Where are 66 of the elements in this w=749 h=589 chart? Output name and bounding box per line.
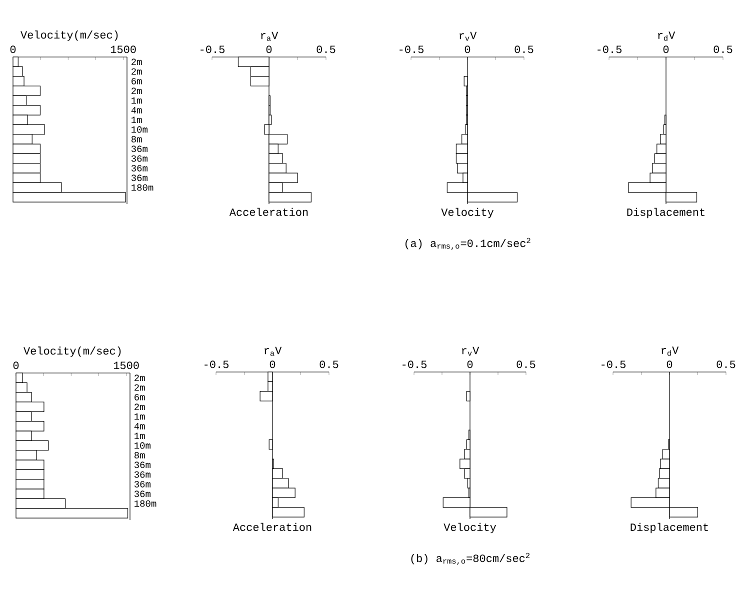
y-tick-label: 1m [132, 116, 142, 123]
x-axis-title: r$_{d}$V [658, 32, 676, 41]
x-tick-label: 0.5 [516, 360, 536, 368]
x-tick-label: 0 [10, 46, 16, 54]
y-tick-label: 2m [132, 68, 142, 75]
x-tick-label: -0.5 [602, 360, 626, 368]
x-axis-title: r$_{v}$V [462, 346, 480, 356]
x-tick-label: 0 [266, 46, 272, 54]
y-tick-label: 180m [134, 500, 156, 507]
y-tick-label: 2m [134, 374, 145, 382]
text: Displacement [630, 522, 708, 534]
y-tick-label: 4m [131, 107, 142, 114]
x-axis-title: Velocity(m/sec) [20, 30, 118, 41]
x-tick-label: 0 [663, 46, 669, 54]
x-tick-label: -0.5 [598, 46, 622, 54]
x-axis-title: r$_{a}$V [264, 346, 282, 356]
x-tick-label: -0.5 [400, 46, 424, 54]
y-tick-label: 8m [134, 452, 145, 458]
y-tick-label: 1m [132, 97, 142, 104]
x-tick-label: 0.5 [320, 360, 338, 368]
x-axis-title: Velocity(m/sec) [24, 346, 121, 357]
x-tick-label: 0.5 [514, 46, 534, 54]
y-tick-label: 6m [134, 394, 145, 400]
y-tick-label: 10m [132, 126, 148, 133]
y-tick-label: 2m [132, 88, 142, 94]
x-axis-title: r$_{a}$V [261, 32, 278, 41]
y-tick-label: 1m [134, 413, 145, 420]
text: Acceleration [232, 522, 312, 531]
y-tick-label: 2m [132, 58, 142, 66]
text: (a) a$_{rms,o}$=0.1cm/sec$^{2}$ [405, 238, 530, 250]
text: (b) a$_{rms,o}$=80cm/sec$^{2}$ [411, 552, 530, 565]
y-tick-label: 36m [134, 480, 150, 488]
y-tick-label: 6m [132, 78, 142, 84]
text: Velocity [444, 522, 496, 534]
y-tick-label: 36m [134, 490, 150, 498]
y-tick-label: 36m [131, 146, 148, 152]
y-tick-label: 36m [134, 471, 150, 478]
x-tick-label: -0.5 [204, 360, 229, 368]
x-tick-label: 0 [270, 360, 276, 368]
y-tick-label: 36m [131, 164, 148, 172]
y-tick-label: 36m [131, 155, 148, 162]
x-tick-label: 0 [464, 46, 470, 54]
x-tick-label: -0.5 [402, 360, 427, 368]
y-tick-label: 1m [134, 432, 145, 439]
y-tick-label: 4m [134, 423, 145, 430]
x-axis-title: r$_{d}$V [662, 346, 679, 356]
x-tick-label: 1500 [110, 46, 136, 54]
x-tick-label: 0.5 [714, 46, 732, 54]
y-tick-label: 10m [134, 442, 150, 449]
text: Acceleration [229, 208, 308, 216]
y-tick-label: 8m [131, 136, 142, 142]
x-tick-label: 1500 [114, 362, 139, 370]
y-tick-label: 180m [132, 184, 154, 191]
x-tick-label: -0.5 [200, 46, 225, 54]
y-tick-label: 36m [134, 462, 150, 468]
y-tick-label: 2m [134, 384, 145, 391]
x-tick-label: 0.5 [716, 360, 736, 368]
y-tick-label: 2m [134, 404, 145, 410]
x-axis-title: r$_{v}$V [460, 32, 477, 41]
x-tick-label: 0 [666, 360, 672, 368]
text: Displacement [627, 208, 704, 218]
y-tick-label: 36m [131, 174, 148, 182]
x-tick-label: 0.5 [316, 46, 336, 54]
x-tick-label: 0 [13, 362, 19, 370]
text: Velocity [441, 208, 494, 218]
x-tick-label: 0 [467, 360, 473, 368]
